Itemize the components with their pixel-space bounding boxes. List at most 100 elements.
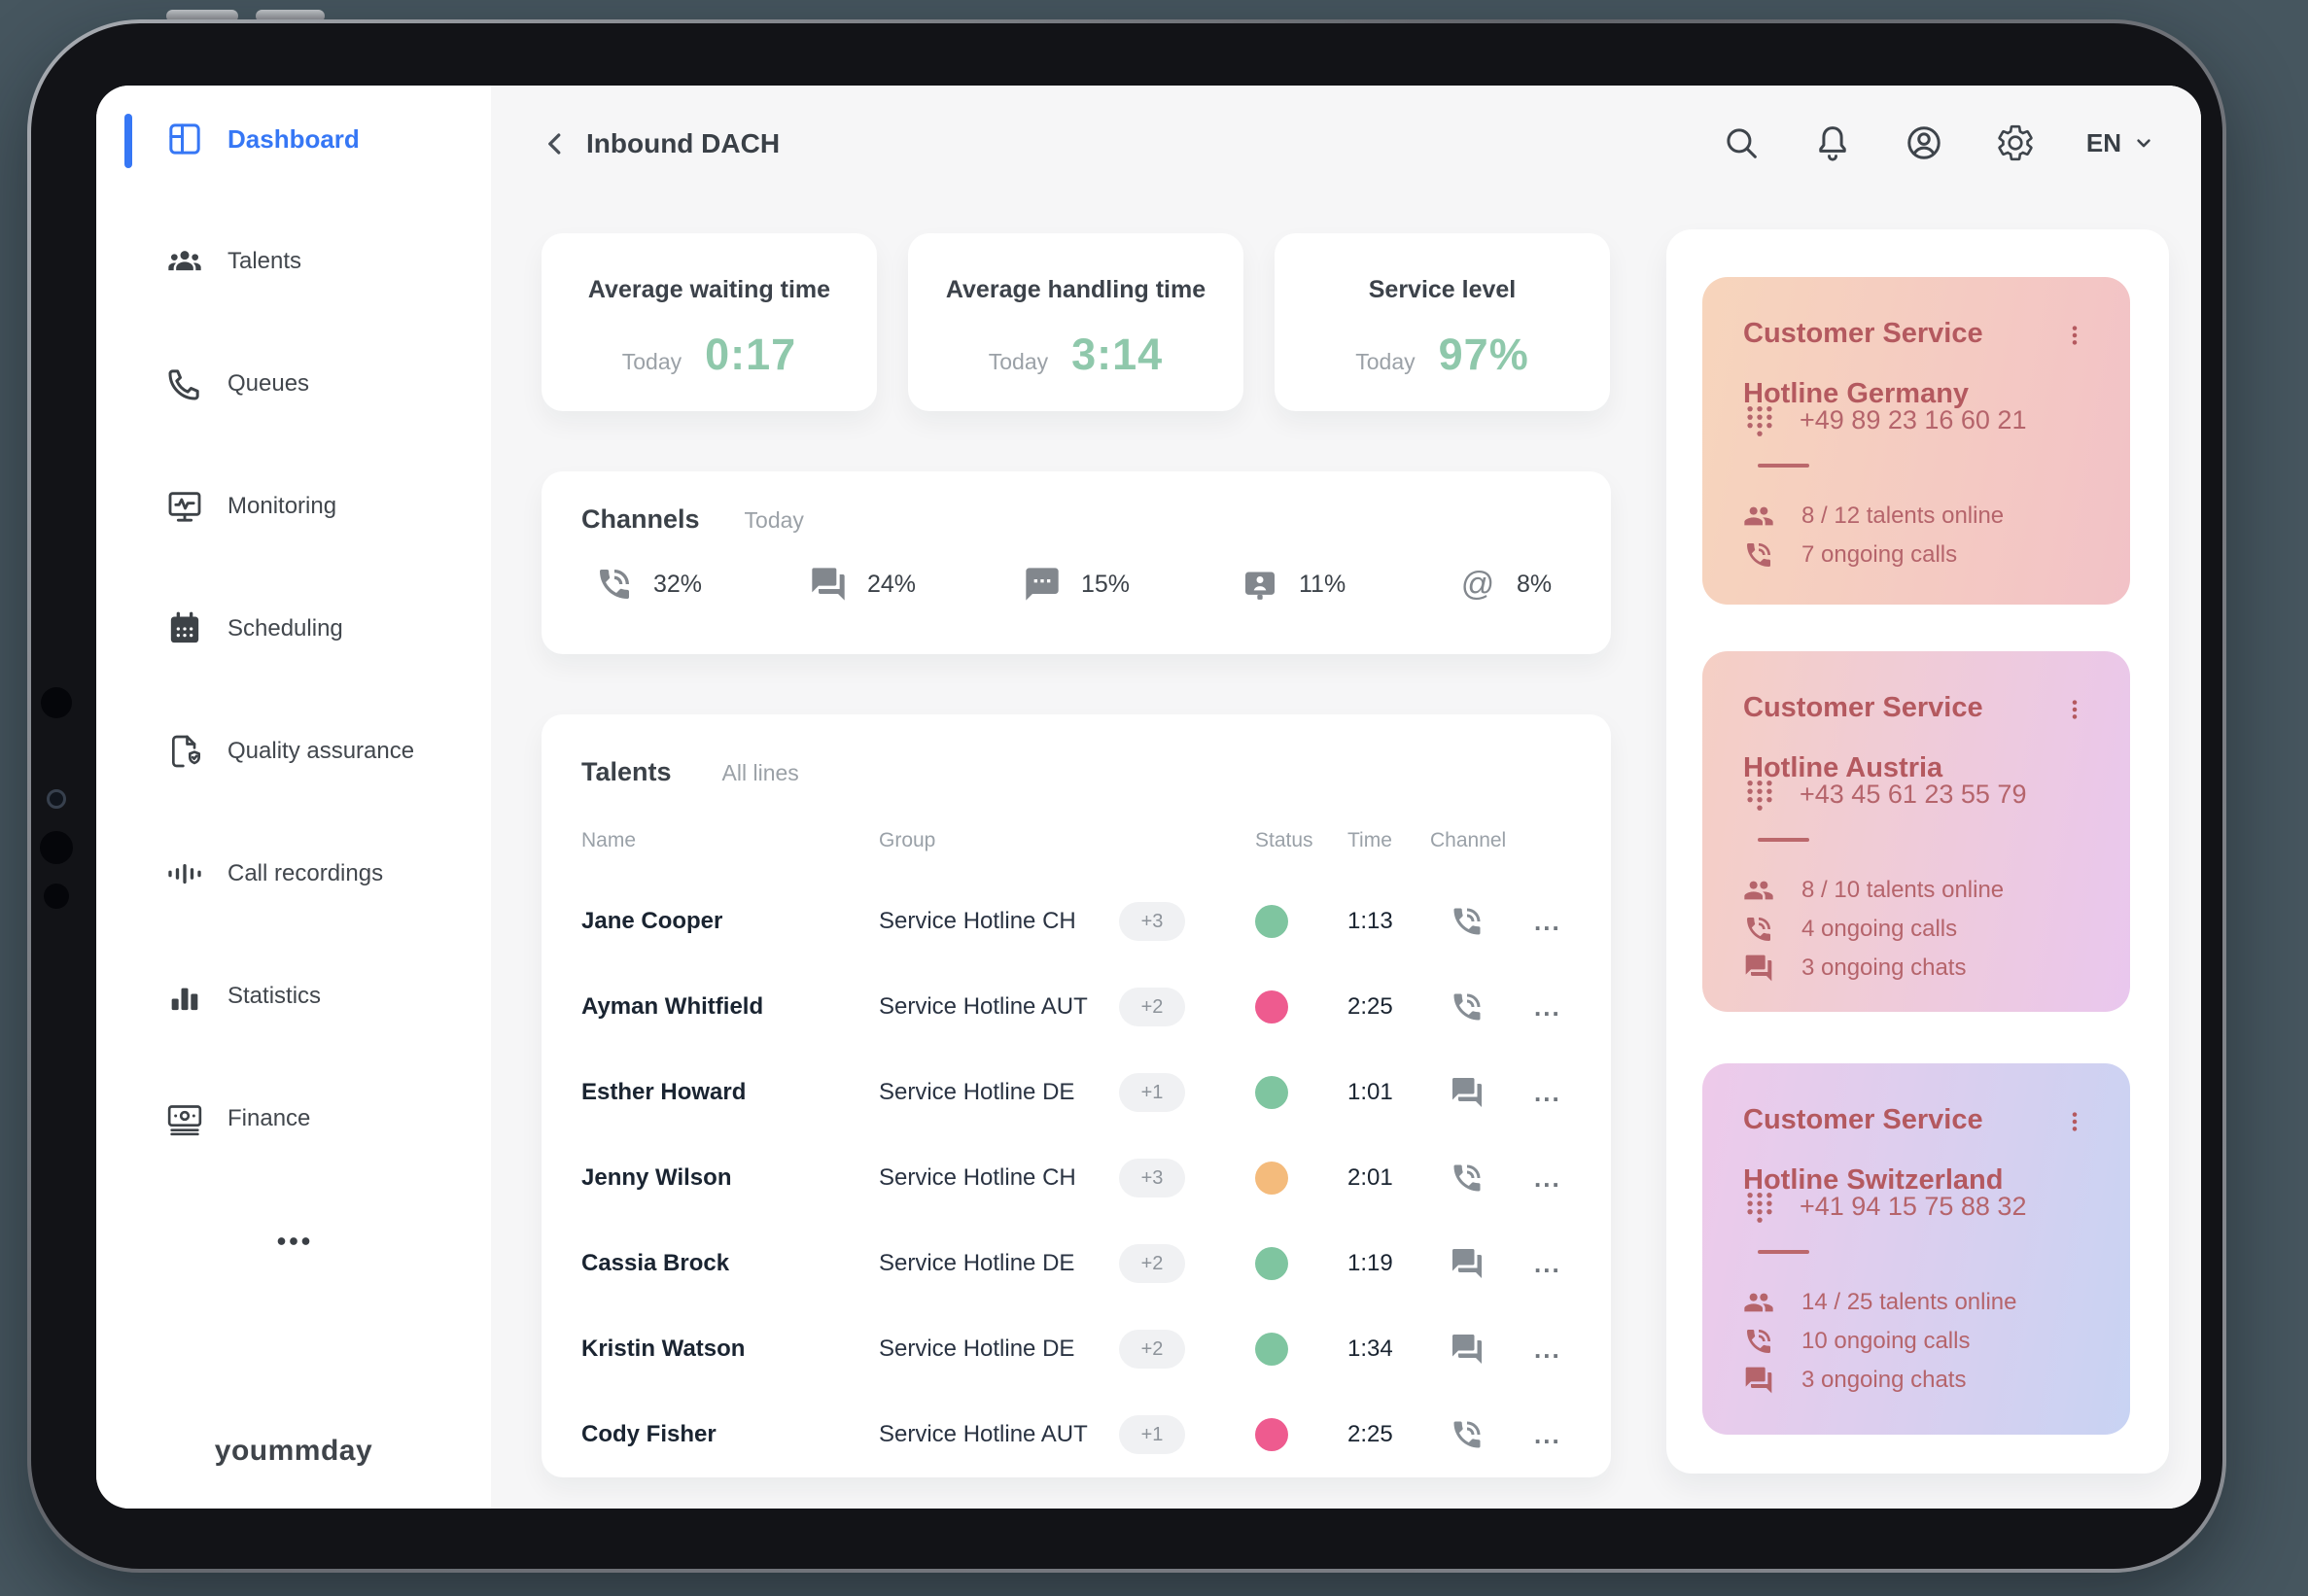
app-logo: yoummday (214, 1435, 373, 1467)
column-header-name: Name (581, 829, 637, 851)
sidebar-item-call-recordings[interactable]: Call recordings (96, 813, 491, 935)
talents-title: Talents (581, 757, 672, 786)
table-header: Name Group Status Time Channel (542, 829, 1611, 852)
table-row[interactable]: Jane Cooper Service Hotline CH +3 1:13 .… (542, 879, 1611, 964)
talent-time: 2:01 (1347, 1164, 1393, 1191)
phone-call-icon (1743, 914, 1774, 945)
row-actions-button[interactable]: ... (1534, 1077, 1561, 1107)
talent-name: Cody Fisher (581, 1421, 717, 1447)
phone-call-icon (595, 565, 634, 604)
talents-online-value: 8 / 10 talents online (1801, 877, 2005, 903)
stat-period: Today (1355, 349, 1416, 374)
stat-value: 3:14 (1071, 330, 1164, 379)
dashboard-icon (165, 120, 204, 158)
talent-name: Cassia Brock (581, 1250, 730, 1276)
talent-time: 1:19 (1347, 1250, 1393, 1276)
ongoing-calls-value: 10 ongoing calls (1801, 1328, 1971, 1354)
ongoing-calls-row: 7 ongoing calls (1743, 536, 2091, 574)
table-row[interactable]: Kristin Watson Service Hotline DE +2 1:3… (542, 1306, 1611, 1392)
contact-card-icon (1241, 565, 1279, 604)
stat-period: Today (621, 349, 682, 374)
call-recordings-icon (165, 854, 204, 893)
queues-phone-icon (165, 364, 204, 403)
kebab-menu-icon[interactable] (2062, 1100, 2087, 1143)
people-icon (1743, 875, 1774, 906)
sidebar-item-dashboard[interactable]: Dashboard (96, 86, 491, 200)
table-row[interactable]: Cassia Brock Service Hotline DE +2 1:19 … (542, 1221, 1611, 1306)
kebab-menu-icon[interactable] (2062, 314, 2087, 357)
divider (1758, 838, 1809, 842)
people-icon (1743, 501, 1774, 532)
more-dots-icon (274, 1222, 313, 1261)
volume-button (166, 10, 238, 22)
channel-sms: 15% (1023, 565, 1130, 604)
row-actions-button[interactable]: ... (1534, 991, 1561, 1022)
back-button[interactable] (538, 126, 573, 161)
phone-call-icon (1743, 1326, 1774, 1357)
camera-dot (40, 831, 73, 864)
column-header-group: Group (879, 829, 936, 851)
sidebar-item-finance[interactable]: Finance (96, 1058, 491, 1180)
talent-name: Kristin Watson (581, 1336, 746, 1362)
language-selector[interactable]: EN (2086, 128, 2156, 158)
extra-groups-badge[interactable]: +1 (1119, 1073, 1185, 1112)
ongoing-chats-value: 3 ongoing chats (1801, 1367, 1967, 1393)
table-row[interactable]: Jenny Wilson Service Hotline CH +3 2:01 … (542, 1135, 1611, 1221)
chat-icon (1743, 953, 1774, 984)
extra-groups-badge[interactable]: +1 (1119, 1415, 1185, 1454)
ongoing-chats-row: 3 ongoing chats (1743, 1361, 2091, 1400)
app-screen: Dashboard Talents Queues Monitoring (96, 86, 2201, 1509)
status-dot (1255, 1076, 1288, 1109)
channel-icon (1450, 1332, 1485, 1367)
table-row[interactable]: Esther Howard Service Hotline DE +1 1:01… (542, 1050, 1611, 1135)
hotline-title: Customer Service Hotline Austria (1743, 692, 1983, 783)
statistics-icon (165, 977, 204, 1016)
talent-group: Service Hotline AUT (879, 1421, 1088, 1447)
sidebar-item-quality-assurance[interactable]: Quality assurance (96, 690, 491, 813)
row-actions-button[interactable]: ... (1534, 1419, 1561, 1449)
stat-card-handling-time: Average handling time Today 3:14 (908, 233, 1243, 411)
search-icon[interactable] (1721, 122, 1762, 163)
sidebar-more-button[interactable] (96, 1180, 491, 1302)
active-indicator (124, 114, 132, 168)
user-icon[interactable] (1904, 122, 1944, 163)
talent-group: Service Hotline CH (879, 1164, 1076, 1191)
hotline-phone-number: +49 89 23 16 60 21 (1800, 404, 2027, 434)
kebab-menu-icon[interactable] (2062, 688, 2087, 731)
channel-value: 24% (867, 570, 917, 598)
tablet-bezel: Dashboard Talents Queues Monitoring (31, 23, 2222, 1569)
sidebar-item-queues[interactable]: Queues (96, 323, 491, 445)
camera-dot (44, 884, 69, 909)
sidebar-item-label: Queues (227, 370, 310, 397)
volume-button (256, 10, 325, 22)
row-actions-button[interactable]: ... (1534, 1162, 1561, 1193)
sidebar-item-monitoring[interactable]: Monitoring (96, 445, 491, 568)
sidebar-item-statistics[interactable]: Statistics (96, 935, 491, 1058)
stat-title: Service level (1368, 276, 1517, 303)
talents-filter[interactable]: All lines (721, 760, 799, 785)
extra-groups-badge[interactable]: +2 (1119, 1330, 1185, 1369)
sidebar-item-talents[interactable]: Talents (96, 200, 491, 323)
talents-online-row: 8 / 12 talents online (1743, 497, 2091, 536)
extra-groups-badge[interactable]: +2 (1119, 988, 1185, 1026)
row-actions-button[interactable]: ... (1534, 906, 1561, 936)
status-dot (1255, 1418, 1288, 1451)
divider (1758, 464, 1809, 468)
sidebar-item-label: Monitoring (227, 493, 337, 519)
row-actions-button[interactable]: ... (1534, 1334, 1561, 1364)
talent-group: Service Hotline AUT (879, 993, 1088, 1020)
column-header-channel: Channel (1430, 829, 1507, 851)
extra-groups-badge[interactable]: +3 (1119, 1159, 1185, 1197)
row-actions-button[interactable]: ... (1534, 1248, 1561, 1278)
extra-groups-badge[interactable]: +3 (1119, 902, 1185, 941)
talents-online-row: 14 / 25 talents online (1743, 1283, 2091, 1322)
table-row[interactable]: Cody Fisher Service Hotline AUT +1 2:25 … (542, 1392, 1611, 1477)
talent-time: 2:25 (1347, 1421, 1393, 1447)
sidebar-item-scheduling[interactable]: Scheduling (96, 568, 491, 690)
table-row[interactable]: Ayman Whitfield Service Hotline AUT +2 2… (542, 964, 1611, 1050)
extra-groups-badge[interactable]: +2 (1119, 1244, 1185, 1283)
ongoing-calls-row: 10 ongoing calls (1743, 1322, 2091, 1361)
bell-icon[interactable] (1812, 122, 1853, 163)
status-dot (1255, 905, 1288, 938)
gear-icon[interactable] (1995, 122, 2036, 163)
